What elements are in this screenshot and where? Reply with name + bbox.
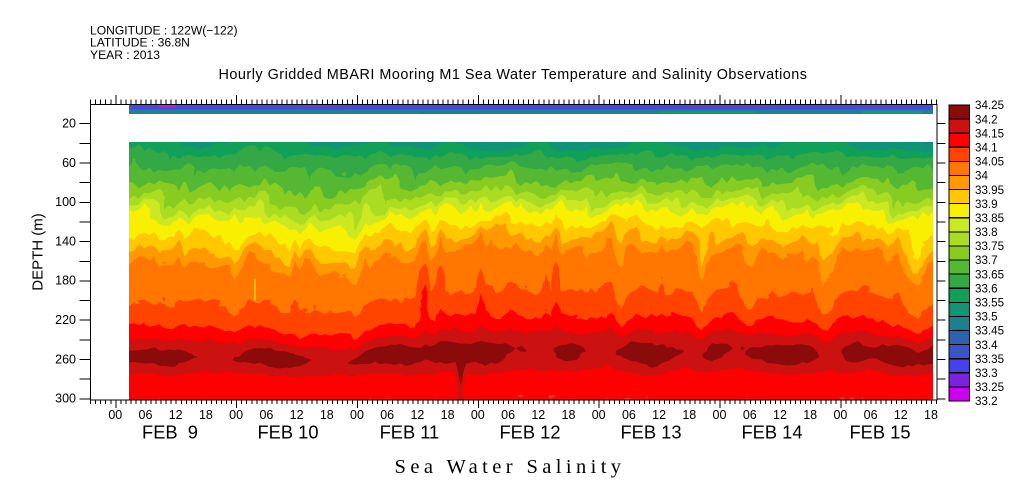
svg-text:260: 260 — [55, 352, 76, 366]
svg-text:06: 06 — [380, 408, 394, 422]
svg-text:00: 00 — [229, 408, 243, 422]
svg-text:18: 18 — [924, 408, 938, 422]
svg-text:20: 20 — [62, 117, 76, 131]
svg-text:60: 60 — [62, 156, 76, 170]
svg-text:33.65: 33.65 — [975, 268, 1004, 281]
svg-text:18: 18 — [682, 408, 696, 422]
svg-text:18: 18 — [441, 408, 455, 422]
svg-text:180: 180 — [55, 274, 76, 288]
svg-text:00: 00 — [592, 408, 606, 422]
svg-text:00: 00 — [471, 408, 485, 422]
svg-text:FEB 14: FEB 14 — [742, 422, 803, 443]
svg-text:18: 18 — [803, 408, 817, 422]
svg-text:YEAR : 2013: YEAR : 2013 — [90, 48, 160, 62]
svg-text:LONGITUDE : 122W(−122): LONGITUDE : 122W(−122) — [90, 23, 238, 37]
svg-text:00: 00 — [833, 408, 847, 422]
svg-text:34.05: 34.05 — [975, 156, 1004, 169]
svg-text:FEB 15: FEB 15 — [850, 422, 911, 443]
svg-text:12: 12 — [410, 408, 424, 422]
svg-text:06: 06 — [743, 408, 757, 422]
svg-text:12: 12 — [169, 408, 183, 422]
svg-text:34.1: 34.1 — [975, 142, 998, 155]
svg-text:LATITUDE : 36.8N: LATITUDE : 36.8N — [90, 36, 190, 50]
svg-text:33.9: 33.9 — [975, 198, 998, 211]
svg-text:18: 18 — [562, 408, 576, 422]
svg-text:Hourly Gridded MBARI Mooring M: Hourly Gridded MBARI Mooring M1 Sea Wate… — [219, 67, 808, 83]
svg-text:12: 12 — [652, 408, 666, 422]
svg-text:33.7: 33.7 — [975, 254, 998, 267]
svg-text:34.15: 34.15 — [975, 127, 1004, 140]
svg-text:FEB 10: FEB 10 — [258, 422, 319, 443]
svg-text:33.3: 33.3 — [975, 367, 998, 380]
svg-text:12: 12 — [290, 408, 304, 422]
svg-text:00: 00 — [108, 408, 122, 422]
svg-text:06: 06 — [864, 408, 878, 422]
svg-text:33.35: 33.35 — [975, 353, 1004, 366]
svg-text:06: 06 — [259, 408, 273, 422]
svg-text:DEPTH (m): DEPTH (m) — [30, 213, 47, 291]
svg-text:33.55: 33.55 — [975, 297, 1004, 310]
svg-text:33.25: 33.25 — [975, 381, 1004, 394]
svg-text:34.2: 34.2 — [975, 113, 998, 126]
svg-text:33.95: 33.95 — [975, 184, 1004, 197]
svg-text:33.4: 33.4 — [975, 339, 998, 352]
svg-text:33.75: 33.75 — [975, 240, 1004, 253]
svg-text:140: 140 — [55, 234, 76, 248]
svg-text:FEB 11: FEB 11 — [380, 422, 440, 443]
svg-text:34.25: 34.25 — [975, 99, 1004, 112]
svg-text:220: 220 — [55, 313, 76, 327]
svg-text:FEB 9: FEB 9 — [142, 422, 198, 443]
svg-text:06: 06 — [139, 408, 153, 422]
svg-text:18: 18 — [320, 408, 334, 422]
svg-text:34: 34 — [975, 170, 988, 183]
svg-text:300: 300 — [55, 392, 76, 406]
svg-text:100: 100 — [55, 195, 76, 209]
svg-text:12: 12 — [531, 408, 545, 422]
svg-text:33.8: 33.8 — [975, 226, 998, 239]
svg-text:12: 12 — [773, 408, 787, 422]
svg-text:33.6: 33.6 — [975, 282, 998, 295]
svg-text:33.5: 33.5 — [975, 311, 998, 324]
svg-text:FEB 12: FEB 12 — [500, 422, 561, 443]
svg-text:Sea Water Salinity: Sea Water Salinity — [395, 456, 626, 478]
svg-text:18: 18 — [199, 408, 213, 422]
svg-text:33.45: 33.45 — [975, 325, 1004, 338]
svg-text:06: 06 — [622, 408, 636, 422]
svg-text:00: 00 — [713, 408, 727, 422]
svg-text:06: 06 — [501, 408, 515, 422]
svg-text:FEB 13: FEB 13 — [621, 422, 682, 443]
svg-text:12: 12 — [894, 408, 908, 422]
svg-text:00: 00 — [350, 408, 364, 422]
svg-text:33.2: 33.2 — [975, 395, 998, 408]
svg-text:33.85: 33.85 — [975, 212, 1004, 225]
